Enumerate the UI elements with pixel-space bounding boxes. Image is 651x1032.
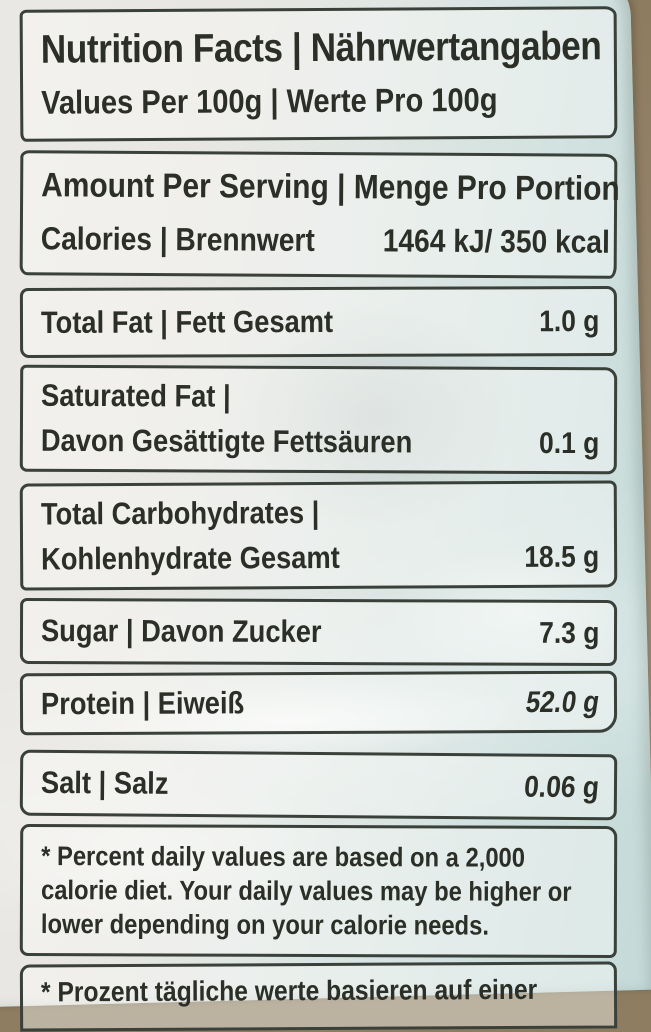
nutrient-row-carbohydrates: Total Carbohydrates | Kohlenhydrate Gesa… [19,480,618,591]
nutrient-row-saturated-fat: Saturated Fat | Davon Gesättigte Fettsäu… [19,364,618,475]
nutrient-value: 7.3 g [538,616,600,650]
nutrient-name-line2: Kohlenhydrate Gesamt [41,539,340,577]
label-subtitle-text: Values Per 100g | Werte Pro 100g [41,80,498,121]
calories-row: Calories | Brennwert 1464 kJ/ 350 kcal [40,220,610,260]
photo-of-nutrition-label: { "label": { "title": "Nutrition Facts |… [0,0,651,982]
footnote-english-text: * Percent daily values are based on a 2,… [40,841,572,941]
nutrient-value: 0.06 g [522,770,601,805]
footnote-german: * Prozent tägliche werte basieren auf ei… [19,961,618,1032]
nutrient-name-line1: Saturated Fat | [41,377,231,414]
nutrient-name: Salt | Salz [40,764,169,801]
calories-value: 1464 kJ/ 350 kcal [382,222,611,260]
nutrient-row-total-fat: Total Fat | Fett Gesamt 1.0 g [19,285,618,359]
nutrient-value: 52.0 g [523,685,602,720]
nutrient-value: 18.5 g [524,540,600,574]
label-title-text: Nutrition Facts | Nährwertangaben [40,24,602,72]
label-header-box: Nutrition Facts | Nährwertangaben Values… [19,6,618,142]
nutrient-row-sugar: Sugar | Davon Zucker 7.3 g [19,597,618,667]
footnote-english: * Percent daily values are based on a 2,… [19,823,618,959]
nutrient-name: Sugar | Davon Zucker [40,613,322,650]
serving-heading: Amount Per Serving | Menge Pro Portion [41,166,620,208]
label-subtitle: Values Per 100g | Werte Pro 100g [41,80,599,121]
nutrient-name-line1: Total Carbohydrates | [40,494,320,532]
nutrient-row-salt: Salt | Salz 0.06 g [19,749,618,821]
nutrient-name-line2: Davon Gesättigte Fettsäuren [40,422,413,460]
footnote-german-text: * Prozent tägliche werte basieren auf ei… [40,973,538,1008]
calories-label: Calories | Brennwert [40,220,315,258]
nutrient-value: 0.1 g [538,426,599,461]
nutrient-row-protein: Protein | Eiweiß 52.0 g [19,670,618,736]
serving-box: Amount Per Serving | Menge Pro Portion C… [19,150,620,279]
nutrient-name: Protein | Eiweiß [40,685,245,722]
nutrition-label: Nutrition Facts | Nährwertangaben Values… [19,6,620,1032]
label-title: Nutrition Facts | Nährwertangaben [40,24,602,72]
nutrient-name: Total Fat | Fett Gesamt [40,303,334,340]
nutrient-value: 1.0 g [538,305,600,339]
